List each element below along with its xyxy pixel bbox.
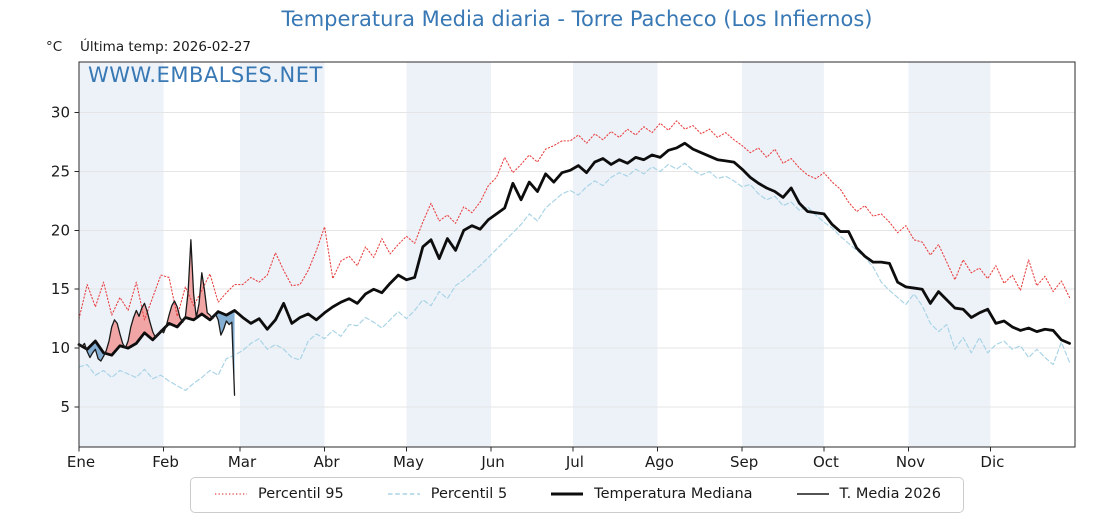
svg-text:Dic: Dic: [980, 453, 1004, 471]
svg-text:Feb: Feb: [152, 453, 179, 471]
legend-item-percentil5: Percentil 5: [386, 486, 507, 502]
svg-text:Oct: Oct: [813, 453, 839, 471]
legend-item-tmedia2026: T. Media 2026: [795, 486, 941, 502]
svg-text:May: May: [393, 453, 424, 471]
y-axis-unit-label: °C: [46, 39, 63, 55]
chart-title: Temperatura Media diaria - Torre Pacheco…: [281, 7, 873, 31]
mediana-line-icon: [551, 492, 584, 496]
svg-text:5: 5: [60, 398, 70, 416]
svg-text:25: 25: [51, 162, 70, 180]
svg-text:Mar: Mar: [228, 453, 257, 471]
legend-label: T. Media 2026: [839, 486, 941, 502]
percentil95-line-icon: [215, 493, 248, 495]
svg-text:Sep: Sep: [730, 453, 758, 471]
last-temp-subtitle: Última temp: 2026-02-27: [80, 39, 252, 55]
percentil5-line-icon: [387, 493, 420, 495]
svg-text:Jul: Jul: [565, 453, 584, 471]
svg-text:Ene: Ene: [67, 453, 95, 471]
svg-text:15: 15: [51, 280, 70, 298]
svg-text:Ago: Ago: [645, 453, 674, 471]
svg-text:30: 30: [51, 104, 70, 122]
chart-legend: Percentil 95 Percentil 5 Temperatura Med…: [79, 477, 1075, 513]
legend-item-mediana: Temperatura Mediana: [549, 486, 753, 502]
legend-item-percentil95: Percentil 95: [213, 486, 344, 502]
svg-text:Jun: Jun: [480, 453, 504, 471]
legend-label: Temperatura Mediana: [594, 486, 753, 502]
svg-text:Nov: Nov: [896, 453, 925, 471]
watermark: WWW.EMBALSES.NET: [88, 63, 323, 87]
svg-text:Abr: Abr: [314, 453, 341, 471]
tmedia2026-line-icon: [796, 493, 829, 495]
legend-label: Percentil 5: [430, 486, 508, 502]
svg-text:20: 20: [51, 221, 70, 239]
svg-text:10: 10: [51, 339, 70, 357]
legend-label: Percentil 95: [258, 486, 344, 502]
temperature-chart: 5 10 15 20 25 30 Ene Feb Mar Abr May Jun Jul Ago Sep Oc…: [51, 61, 1076, 471]
